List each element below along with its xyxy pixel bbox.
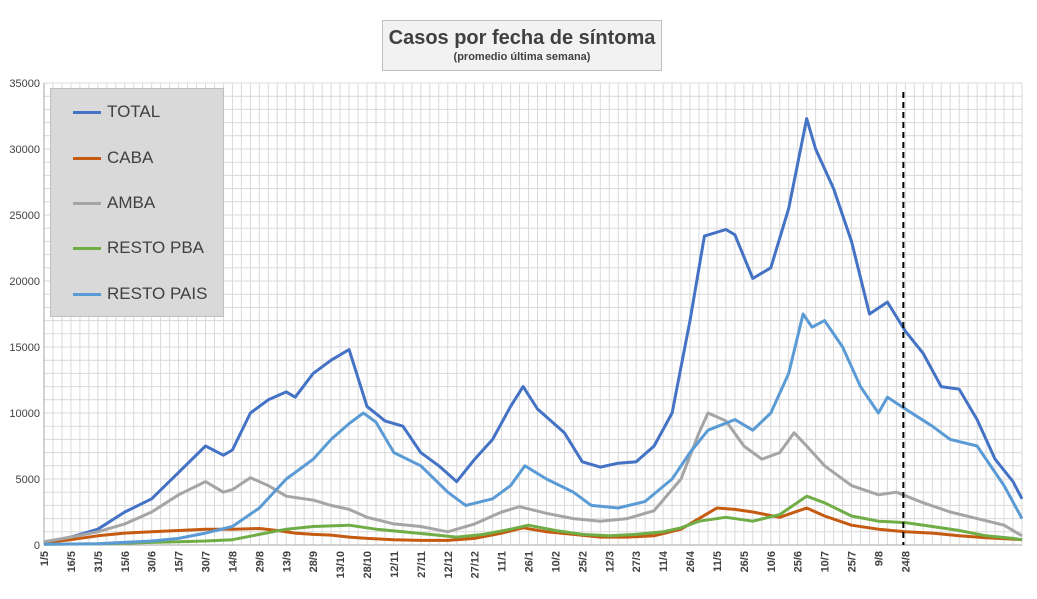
x-tick-label: 12/11 [389,551,401,578]
x-tick-label: 16/5 [66,551,78,572]
x-tick-label: 12/12 [443,551,455,579]
legend-label-resto-pba: RESTO PBA [107,238,204,257]
chart-title-box: Casos por fecha de síntoma (promedio últ… [382,20,662,71]
legend-item-amba: AMBA [73,193,155,213]
y-tick-label: 25000 [9,210,40,222]
x-tick-label: 28/9 [308,551,320,572]
x-tick-label: 1/5 [39,551,51,566]
legend-swatch-resto-pba [73,246,101,250]
x-tick-label: 26/1 [524,551,536,572]
x-tick-label: 12/3 [604,551,616,572]
x-tick-label: 30/6 [147,551,159,572]
x-tick-label: 10/2 [550,551,562,572]
y-tick-label: 35000 [9,78,40,90]
legend-item-resto-pais: RESTO PAIS [73,284,207,304]
series-line-resto-pais [43,312,1024,546]
x-tick-label: 25/2 [577,551,589,572]
y-tick-label: 0 [34,540,40,552]
x-tick-label: 11/1 [497,551,509,572]
series-line-resto-pba [43,494,1023,546]
x-tick-label: 14/8 [227,551,239,572]
series-line-caba [43,506,1023,544]
series-line-total [43,117,1024,544]
chart-subtitle: (promedio última semana) [453,51,591,63]
legend-item-caba: CABA [73,148,153,168]
x-tick-label: 10/6 [766,551,778,572]
x-tick-label: 27/12 [470,551,482,579]
legend-swatch-total [73,110,101,114]
chart-title: Casos por fecha de síntoma [388,27,656,49]
x-tick-label: 28/10 [362,551,374,579]
legend-swatch-amba [73,201,101,205]
x-tick-label: 10/7 [820,551,832,572]
x-tick-label: 13/9 [281,551,293,572]
x-tick-label: 24/8 [900,551,912,572]
x-tick-label: 11/5 [712,551,724,572]
x-tick-label: 15/7 [174,551,186,572]
x-tick-label: 31/5 [93,551,105,572]
legend-item-resto-pba: RESTO PBA [73,238,204,258]
x-tick-label: 9/8 [873,551,885,566]
y-tick-label: 20000 [9,276,40,288]
legend-label-resto-pais: RESTO PAIS [107,284,208,303]
x-tick-label: 27/11 [416,551,428,578]
legend-label-caba: CABA [107,148,154,167]
y-tick-label: 5000 [16,474,40,486]
y-tick-label: 15000 [9,342,40,354]
x-tick-label: 15/6 [120,551,132,572]
legend-swatch-resto-pais [73,292,101,296]
x-tick-label: 26/4 [685,550,697,572]
legend-label-total: TOTAL [107,102,161,121]
x-tick-label: 13/10 [335,551,347,579]
x-tick-label: 25/6 [793,551,805,572]
series-line-amba [43,411,1023,544]
x-tick-label: 26/5 [739,551,751,572]
x-tick-label: 30/7 [201,551,213,572]
legend-item-total: TOTAL [73,102,160,122]
y-tick-label: 10000 [9,408,40,420]
x-tick-label: 29/8 [254,551,266,572]
x-tick-label: 25/7 [847,551,859,572]
legend-swatch-caba [73,156,101,160]
x-tick-label: 11/4 [658,550,670,572]
legend: TOTAL CABA AMBA RESTO PBA RESTO PAIS [50,88,224,317]
x-tick-label: 27/3 [631,551,643,572]
y-tick-label: 30000 [9,144,40,156]
legend-label-amba: AMBA [107,193,156,212]
